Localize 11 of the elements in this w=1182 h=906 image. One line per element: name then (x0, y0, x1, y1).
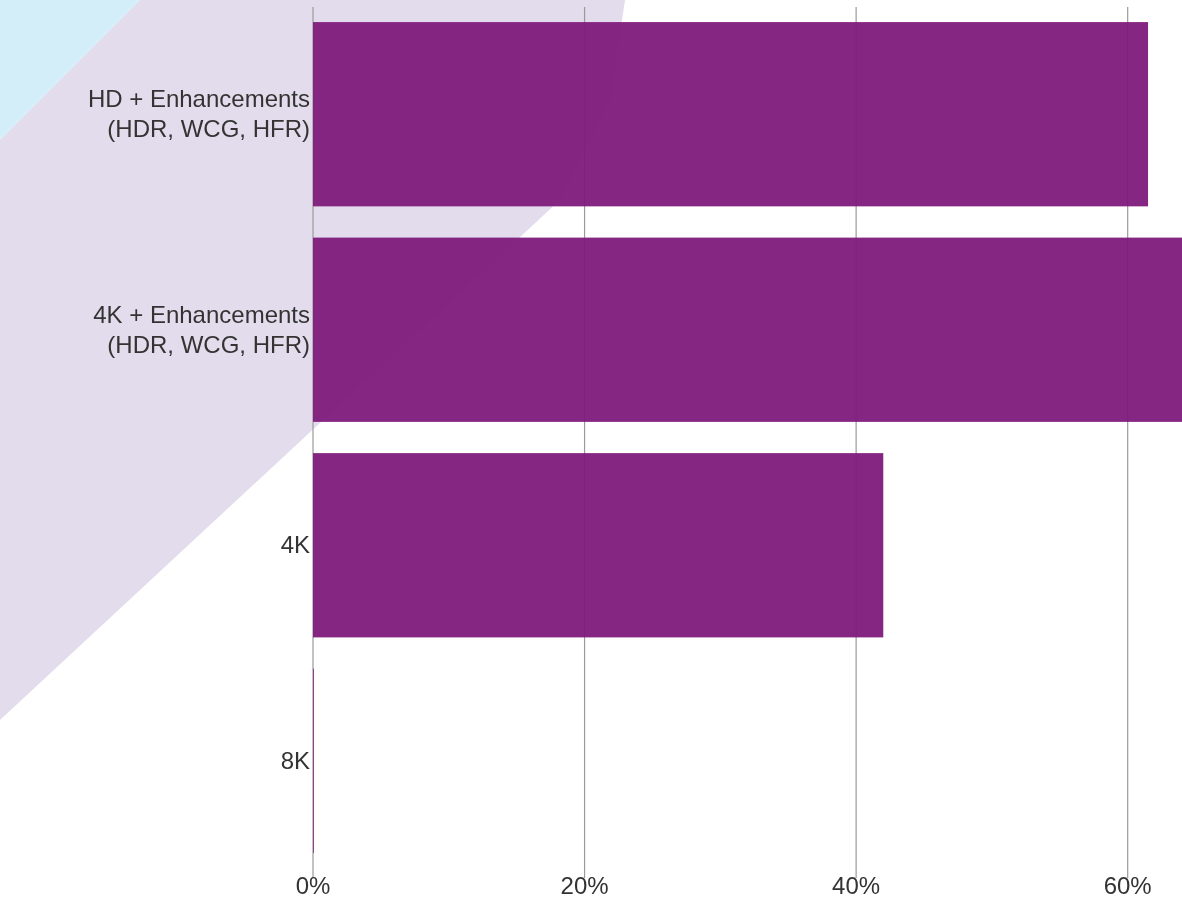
bar (313, 453, 884, 638)
y-tick-label: 8K (280, 746, 310, 774)
x-tick-label: 60% (1103, 872, 1152, 899)
y-tick-label: 4K + Enhancements (HDR, WCG, HFR) (93, 300, 310, 358)
bar (313, 237, 1182, 422)
bar (313, 22, 1149, 207)
y-tick-label: 4K (280, 531, 310, 559)
x-tick-label: 0% (295, 872, 331, 899)
x-tick-label: 20% (560, 872, 609, 899)
y-tick-label: HD + Enhancements (HDR, WCG, HFR) (87, 85, 310, 143)
x-tick-label: 40% (832, 872, 881, 899)
